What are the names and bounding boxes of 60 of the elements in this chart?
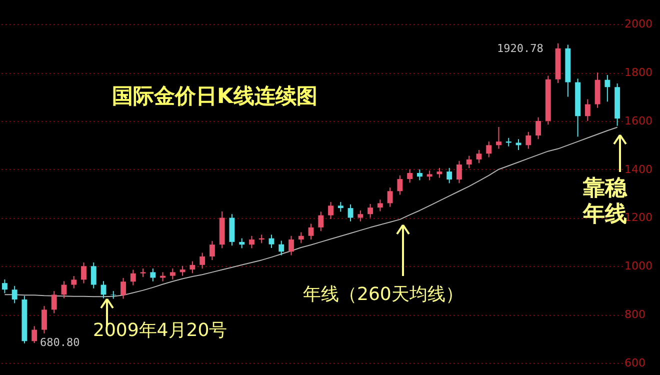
annotation: 2009年4月20号 bbox=[93, 319, 228, 342]
candlestick bbox=[368, 203, 373, 218]
candlestick bbox=[81, 262, 86, 284]
candlestick bbox=[298, 232, 304, 244]
candlestick bbox=[71, 276, 77, 289]
annotation: 680.80 bbox=[40, 336, 80, 349]
candlestick bbox=[446, 167, 452, 184]
candlestick bbox=[170, 268, 176, 280]
annotation: 年线（260天均线） bbox=[303, 283, 464, 306]
candlestick bbox=[51, 290, 57, 314]
candlestick bbox=[2, 278, 8, 294]
candlestick bbox=[190, 260, 196, 274]
candlestick bbox=[407, 168, 413, 184]
candlestick bbox=[397, 174, 403, 196]
candlestick bbox=[377, 199, 383, 212]
candlestick bbox=[90, 262, 96, 289]
candlestick bbox=[12, 285, 18, 304]
candlestick bbox=[536, 116, 541, 140]
candlestick bbox=[130, 269, 136, 286]
candlestick bbox=[308, 223, 314, 240]
candlestick bbox=[426, 170, 432, 181]
candlestick bbox=[328, 202, 334, 220]
candlestick bbox=[466, 155, 472, 169]
candlestick bbox=[358, 210, 364, 222]
candlestick bbox=[110, 290, 116, 300]
candlestick bbox=[476, 150, 482, 164]
candlestick bbox=[486, 141, 492, 158]
candlestick bbox=[338, 202, 344, 212]
candlestick bbox=[496, 126, 502, 150]
candlestick bbox=[416, 168, 422, 181]
candlestick bbox=[318, 211, 324, 232]
y-tick-label: 1600 bbox=[624, 114, 652, 128]
candlestick bbox=[456, 160, 462, 184]
candlestick bbox=[268, 234, 274, 248]
candlestick bbox=[348, 204, 354, 222]
y-tick-label: 1800 bbox=[624, 66, 652, 80]
candlestick bbox=[239, 238, 245, 249]
candlestick bbox=[150, 268, 156, 282]
y-tick-label: 600 bbox=[624, 356, 646, 370]
candlestick bbox=[436, 167, 442, 178]
candlestick bbox=[526, 131, 532, 150]
text: 国际金价日K线连续图 bbox=[112, 83, 318, 110]
y-tick-label: 1000 bbox=[624, 260, 652, 273]
candlestick bbox=[180, 265, 186, 276]
candlestick bbox=[584, 98, 590, 122]
candlestick bbox=[516, 138, 522, 150]
candlestick bbox=[288, 235, 294, 256]
y-tick-label: 2000 bbox=[624, 18, 652, 31]
candlestick bbox=[604, 74, 610, 102]
y-tick-label: 800 bbox=[624, 308, 646, 322]
candlestick bbox=[249, 235, 254, 249]
candlestick bbox=[387, 187, 393, 208]
annotation: 1920.78 bbox=[497, 42, 544, 55]
candlestick bbox=[120, 277, 126, 300]
candlestick bbox=[42, 306, 47, 334]
candlestick bbox=[209, 240, 215, 261]
y-tick-label: 1400 bbox=[624, 162, 652, 176]
candlestick bbox=[32, 326, 38, 344]
candlestick bbox=[278, 240, 284, 256]
candlestick bbox=[200, 252, 206, 270]
